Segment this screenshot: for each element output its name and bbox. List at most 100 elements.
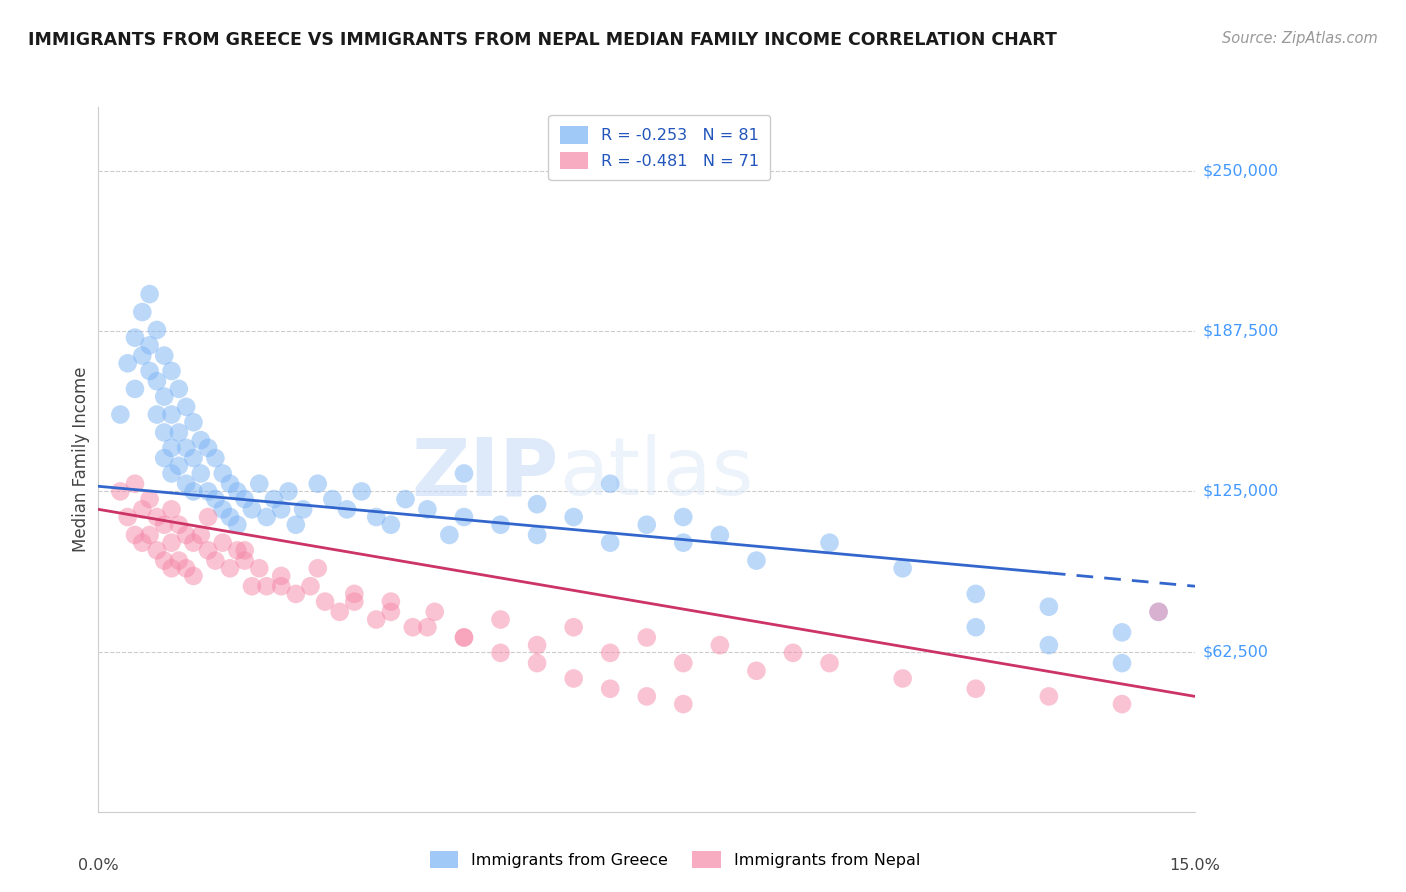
Point [453, 510, 475, 524]
Text: ZIP: ZIP [412, 434, 560, 513]
Legend: Immigrants from Greece, Immigrants from Nepal: Immigrants from Greece, Immigrants from … [419, 839, 931, 880]
Point [489, 646, 512, 660]
Point [160, 364, 183, 378]
Point [146, 510, 169, 524]
Point [366, 613, 388, 627]
Point [131, 305, 153, 319]
Point [124, 528, 146, 542]
Point [124, 382, 146, 396]
Point [138, 492, 160, 507]
Point [343, 594, 366, 608]
Point [211, 467, 233, 481]
Point [562, 620, 585, 634]
Point [117, 510, 139, 524]
Point [138, 364, 160, 378]
Point [204, 492, 226, 507]
Point [380, 517, 402, 532]
Text: 15.0%: 15.0% [1170, 858, 1220, 873]
Point [270, 579, 292, 593]
Point [672, 656, 695, 670]
Point [270, 502, 292, 516]
Point [336, 502, 359, 516]
Point [167, 382, 190, 396]
Point [174, 400, 197, 414]
Point [745, 664, 768, 678]
Point [1147, 605, 1170, 619]
Point [380, 605, 402, 619]
Text: IMMIGRANTS FROM GREECE VS IMMIGRANTS FROM NEPAL MEDIAN FAMILY INCOME CORRELATION: IMMIGRANTS FROM GREECE VS IMMIGRANTS FRO… [28, 31, 1057, 49]
Point [1038, 690, 1060, 704]
Point [709, 528, 731, 542]
Point [599, 646, 621, 660]
Point [204, 553, 226, 567]
Point [138, 338, 160, 352]
Point [366, 510, 388, 524]
Legend: R = -0.253   N = 81, R = -0.481   N = 71: R = -0.253 N = 81, R = -0.481 N = 71 [548, 115, 770, 180]
Point [131, 535, 153, 549]
Point [263, 492, 285, 507]
Point [233, 553, 256, 567]
Point [343, 587, 366, 601]
Point [124, 476, 146, 491]
Point [183, 535, 205, 549]
Text: $250,000: $250,000 [1202, 163, 1278, 178]
Point [526, 528, 548, 542]
Point [284, 587, 307, 601]
Point [350, 484, 373, 499]
Point [197, 510, 219, 524]
Point [153, 425, 176, 440]
Point [153, 553, 176, 567]
Text: 0.0%: 0.0% [79, 858, 118, 873]
Point [636, 690, 658, 704]
Point [167, 553, 190, 567]
Point [1038, 638, 1060, 652]
Point [233, 492, 256, 507]
Point [190, 433, 212, 447]
Point [965, 620, 987, 634]
Y-axis label: Median Family Income: Median Family Income [72, 367, 90, 552]
Point [256, 510, 278, 524]
Point [416, 502, 439, 516]
Point [672, 535, 695, 549]
Point [1038, 599, 1060, 614]
Point [226, 543, 249, 558]
Point [562, 510, 585, 524]
Point [110, 484, 132, 499]
Point [117, 356, 139, 370]
Point [110, 408, 132, 422]
Point [818, 535, 841, 549]
Point [489, 517, 512, 532]
Point [672, 697, 695, 711]
Point [329, 605, 352, 619]
Point [256, 579, 278, 593]
Point [174, 528, 197, 542]
Point [562, 672, 585, 686]
Point [402, 620, 425, 634]
Point [211, 535, 233, 549]
Point [131, 349, 153, 363]
Point [489, 613, 512, 627]
Point [818, 656, 841, 670]
Point [247, 561, 270, 575]
Point [183, 451, 205, 466]
Point [526, 656, 548, 670]
Point [453, 631, 475, 645]
Point [233, 543, 256, 558]
Point [247, 476, 270, 491]
Point [131, 502, 153, 516]
Point [307, 561, 329, 575]
Point [146, 408, 169, 422]
Point [599, 476, 621, 491]
Point [423, 605, 446, 619]
Point [416, 620, 439, 634]
Point [204, 451, 226, 466]
Point [167, 458, 190, 473]
Point [160, 441, 183, 455]
Point [146, 543, 169, 558]
Point [1111, 625, 1133, 640]
Point [167, 425, 190, 440]
Point [453, 631, 475, 645]
Point [153, 517, 176, 532]
Point [174, 476, 197, 491]
Text: Source: ZipAtlas.com: Source: ZipAtlas.com [1222, 31, 1378, 46]
